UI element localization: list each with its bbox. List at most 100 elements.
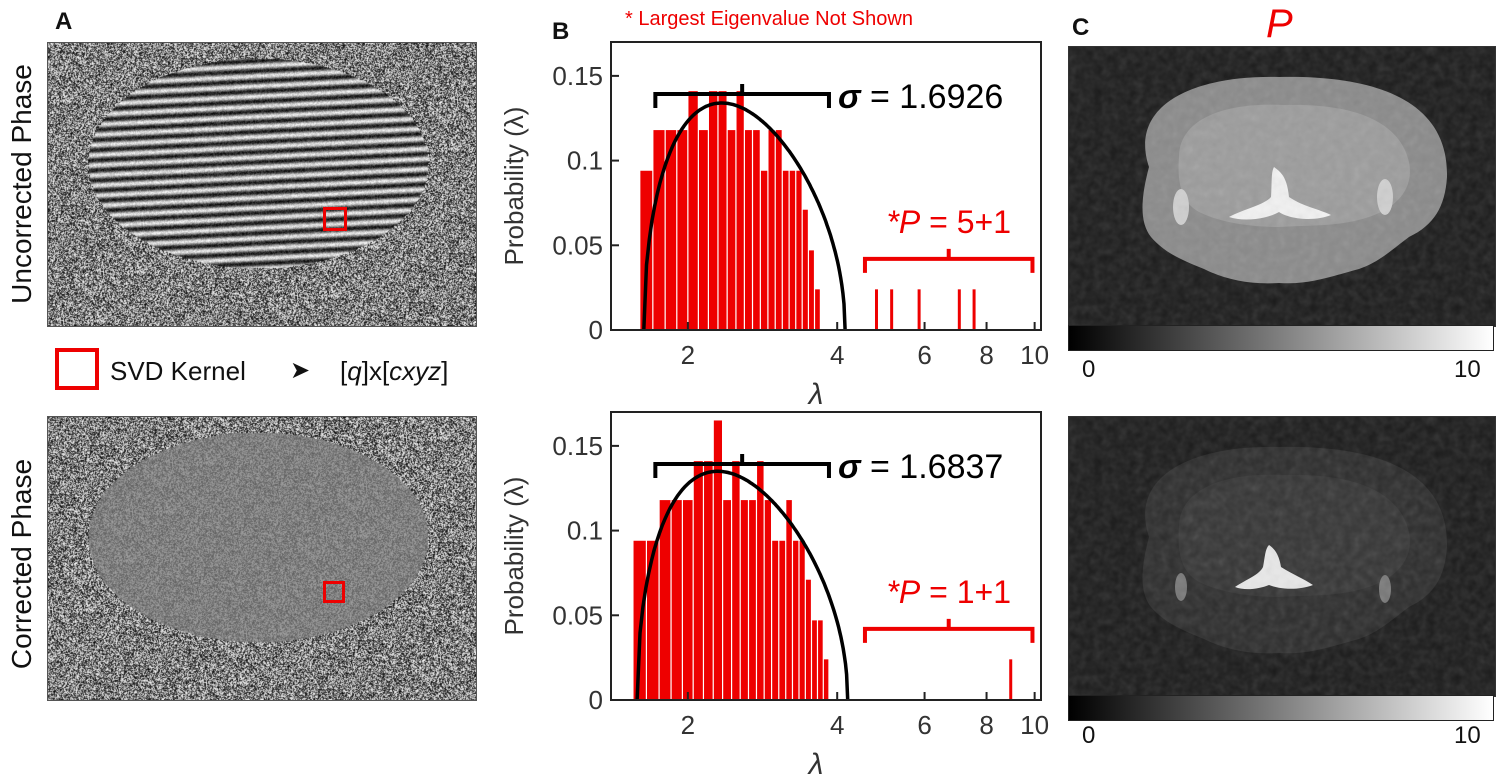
- corrected-phase-canvas: [48, 417, 476, 700]
- x-tick-label-1: 4: [830, 710, 844, 740]
- y-tick-label-2: 0.1: [567, 146, 603, 176]
- x-tick-label-0: 2: [681, 710, 695, 740]
- plot-area: [611, 412, 1041, 700]
- histogram-bar-9: [732, 461, 740, 700]
- histogram-bar-5: [698, 130, 708, 330]
- noise-bracket: [653, 84, 831, 108]
- histogram-bar-17: [796, 170, 802, 330]
- p-map-corrected: [1068, 416, 1496, 697]
- plot-frame: [610, 41, 1042, 331]
- y-tick-label-3: 0.15: [552, 431, 603, 461]
- histogram-bar-12: [760, 170, 768, 330]
- corrected-phase-image: [47, 416, 477, 701]
- svd-kernel-legend-box: [55, 348, 99, 390]
- y-tick-label-1: 0.05: [552, 230, 603, 260]
- histogram-bar-22: [823, 659, 829, 700]
- histogram-bar-18: [802, 209, 808, 330]
- histogram-bar-2: [659, 500, 671, 700]
- histogram-bar-16: [789, 170, 796, 330]
- sigma-label: σ = 1.6837: [838, 448, 1003, 486]
- p-count-label: *P = 5+1: [886, 204, 1011, 240]
- sigma-label: σ = 1.6926: [838, 78, 1003, 116]
- histogram-bar-14: [772, 540, 779, 700]
- x-axis-label: λ: [807, 748, 824, 781]
- histogram-bar-5: [693, 461, 703, 700]
- colorbar-min-bottom: 0: [1082, 722, 1096, 749]
- x-tick-label-3: 8: [979, 710, 993, 740]
- histogram-bar-8: [727, 130, 736, 330]
- plot-frame: [610, 411, 1042, 701]
- histogram-bar-15: [782, 170, 789, 330]
- histogram-bar-13: [764, 500, 771, 700]
- histogram-bar-20: [815, 289, 820, 330]
- histogram-bar-7: [713, 420, 722, 700]
- x-tick-label-2: 6: [917, 340, 931, 370]
- panel-letter-c: C: [1072, 14, 1090, 41]
- grain-overlay-uncorrected: [1069, 47, 1495, 326]
- histogram-bar-19: [809, 250, 814, 330]
- x-tick-label-0: 2: [681, 340, 695, 370]
- panel-c-title: P: [1266, 2, 1293, 46]
- histogram-bar-17: [793, 540, 799, 700]
- kernel-q: q: [347, 356, 362, 386]
- noise-bracket: [653, 454, 831, 478]
- histogram-bar-20: [812, 620, 817, 700]
- p-map-uncorrected: [1068, 46, 1496, 327]
- histogram-bar-9: [736, 91, 744, 330]
- largest-eigenvalue-note: * Largest Eigenvalue Not Shown: [625, 8, 913, 30]
- corrected-phase-label: Corrected Phase: [6, 458, 37, 670]
- histogram-bar-16: [786, 500, 792, 700]
- colorbar-min-top: 0: [1082, 356, 1096, 383]
- kernel-cxyz: cxyz: [389, 356, 442, 386]
- svd-kernel-label: SVD Kernel: [110, 356, 246, 386]
- y-tick-label-1: 0.05: [552, 600, 603, 630]
- x-tick-label-2: 6: [917, 710, 931, 740]
- histogram-bar-15: [779, 540, 786, 700]
- histogram-bar-8: [723, 500, 731, 700]
- histogram-bar-2: [665, 130, 677, 330]
- colorbar-max-top: 10: [1454, 356, 1481, 383]
- panel-letter-b: B: [552, 18, 570, 45]
- y-tick-label-0: 0: [589, 685, 603, 715]
- histogram-bar-10: [744, 130, 752, 330]
- y-tick-label-3: 0.15: [552, 61, 603, 91]
- histogram-bar-3: [671, 500, 682, 700]
- histogram-bar-21: [818, 620, 823, 700]
- colorbar-max-bottom: 10: [1454, 722, 1481, 749]
- histogram-bar-10: [740, 500, 748, 700]
- histogram-bar-0: [640, 170, 653, 330]
- svd-kernel-marker-bottom: [323, 581, 345, 603]
- x-tick-label-3: 8: [979, 340, 993, 370]
- arrow-icon: ➤: [290, 357, 311, 384]
- histogram-bar-6: [708, 91, 718, 330]
- marchenko-pastur-curve: [642, 101, 847, 331]
- y-axis-label: Probability (λ): [499, 477, 529, 636]
- uncorrected-phase-image: [47, 42, 477, 327]
- histogram-bar-11: [753, 130, 760, 330]
- histogram-bar-7: [718, 91, 727, 330]
- x-tick-label-4: 10: [1020, 710, 1049, 740]
- y-tick-label-2: 0.1: [567, 516, 603, 546]
- y-tick-label-0: 0: [589, 315, 603, 345]
- histogram-bar-4: [688, 91, 698, 330]
- x-axis-label: λ: [807, 378, 824, 410]
- histogram-bar-14: [775, 130, 782, 330]
- kernel-x: x: [368, 356, 382, 386]
- brain-uncorrected-svg: [1069, 47, 1495, 326]
- x-tick-label-4: 10: [1020, 340, 1049, 370]
- y-axis-label: Probability (λ): [499, 107, 529, 266]
- histogram-bar-19: [805, 579, 811, 700]
- histogram-bar-6: [704, 461, 713, 700]
- histogram-bar-1: [647, 540, 659, 700]
- colorbar-corrected: [1068, 695, 1494, 721]
- uncorrected-phase-canvas: [48, 43, 476, 326]
- histogram-bar-18: [799, 540, 805, 700]
- histogram-bar-4: [682, 500, 693, 700]
- svd-kernel-marker-top: [323, 207, 347, 231]
- uncorrected-phase-label: Uncorrected Phase: [6, 64, 37, 304]
- grain-overlay-corrected: [1069, 417, 1495, 696]
- signal-bracket: [862, 618, 1035, 643]
- p-count-label: *P = 1+1: [886, 574, 1011, 610]
- histogram-bar-13: [768, 130, 775, 330]
- marchenko-pastur-curve: [635, 469, 850, 701]
